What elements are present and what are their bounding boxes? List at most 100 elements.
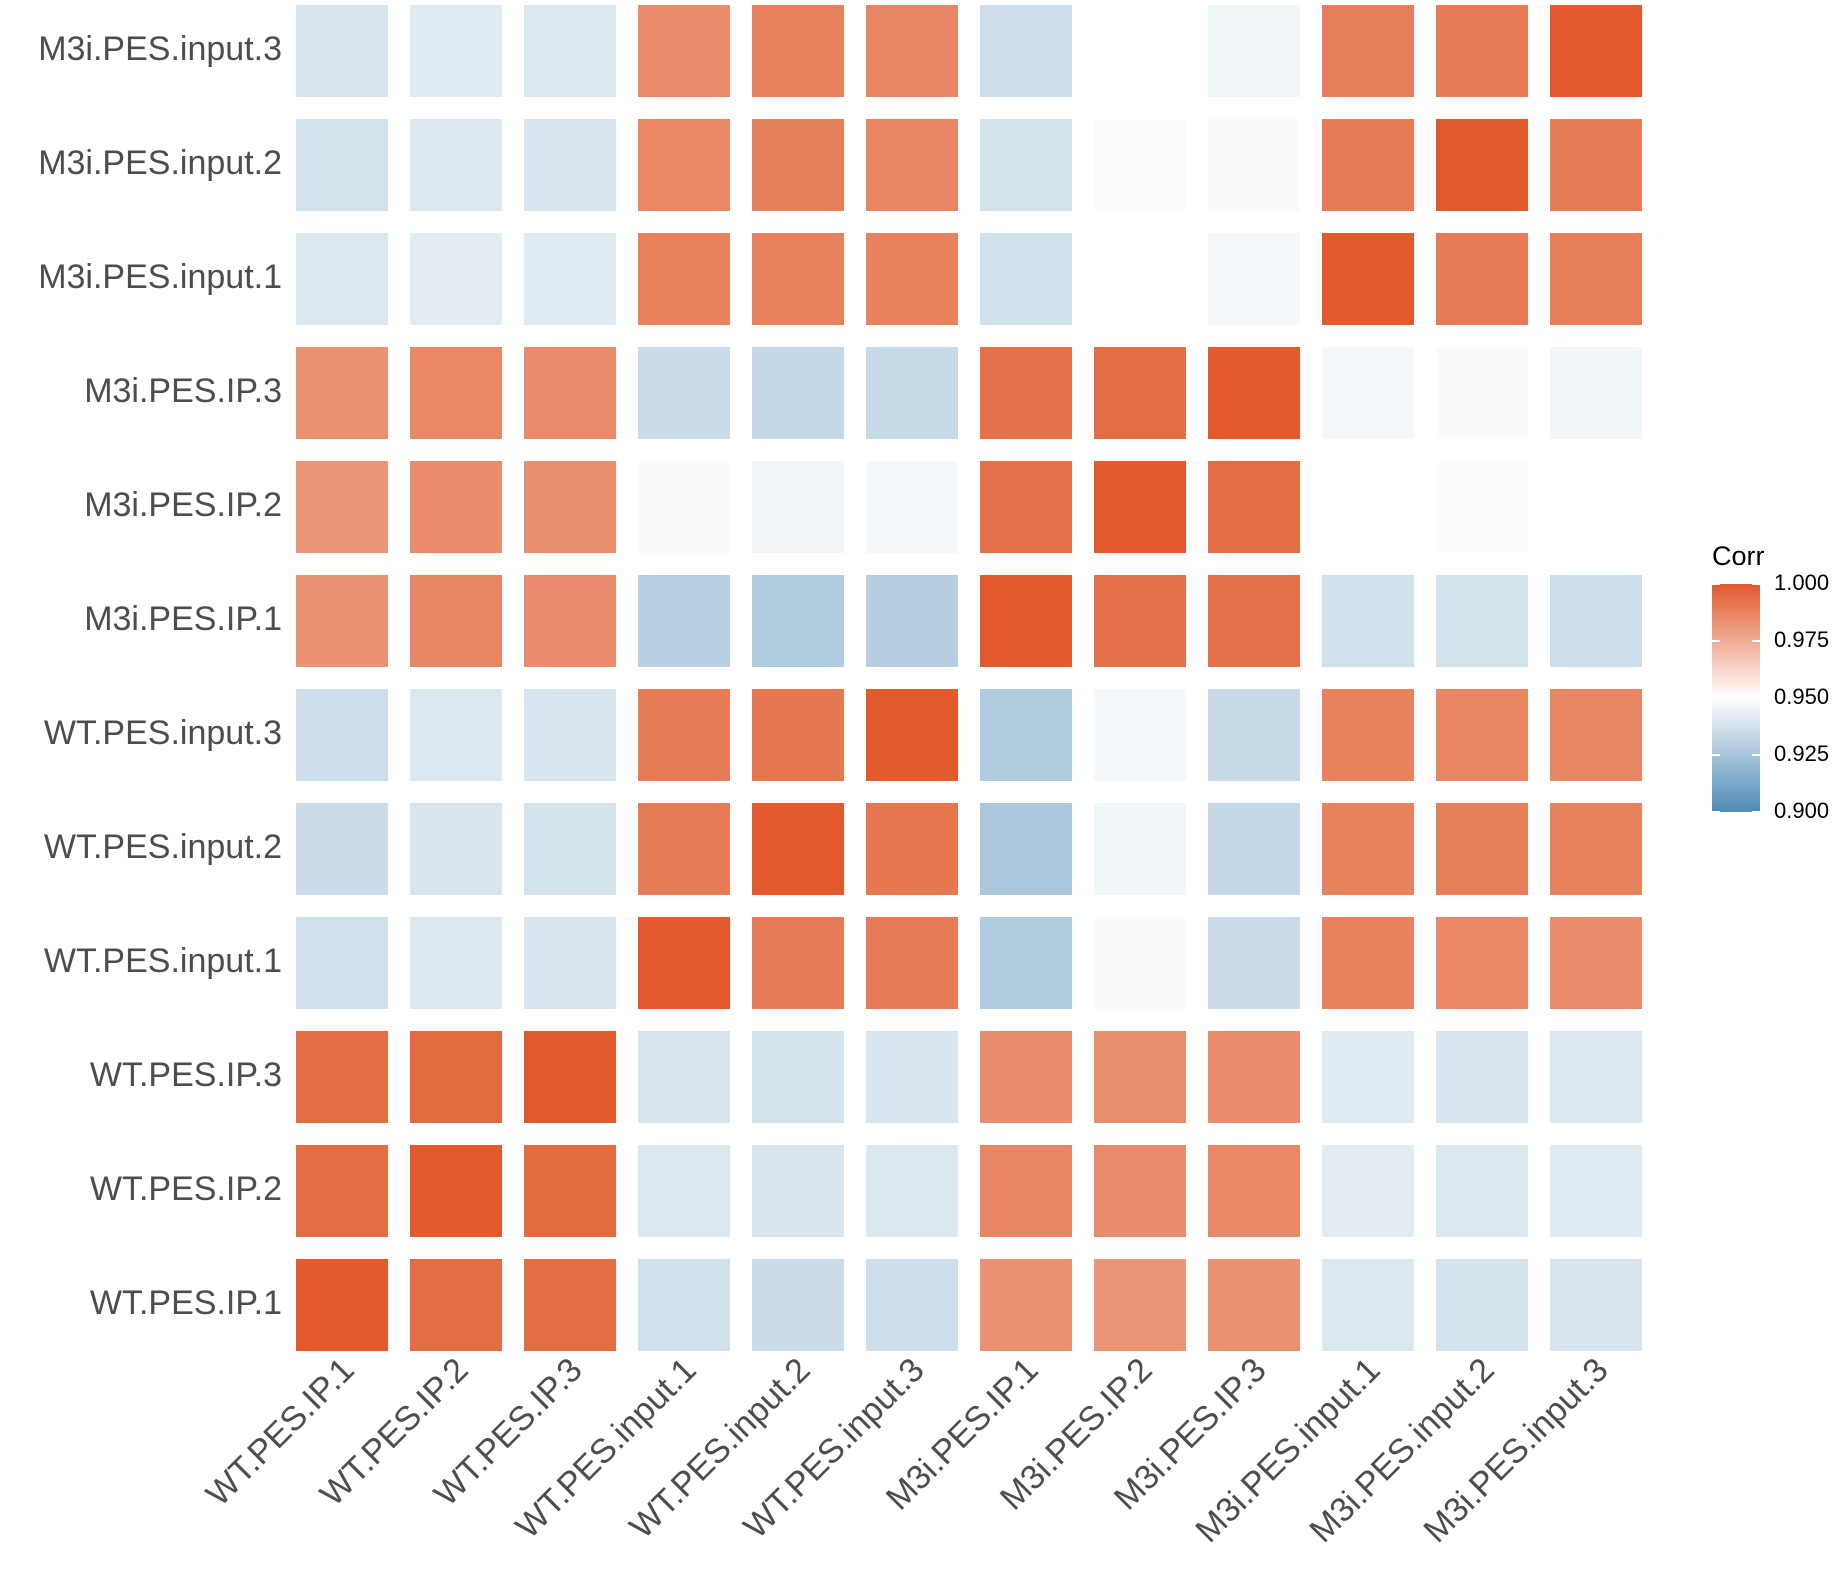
heatmap-cell (296, 119, 388, 211)
heatmap-cell (1322, 689, 1414, 781)
heatmap-cell (1550, 1031, 1642, 1123)
heatmap-cell (752, 461, 844, 553)
heatmap-cell (866, 917, 958, 1009)
legend: Corr 1.000 0.975 0.950 0.925 0.900 (1712, 541, 1829, 823)
heatmap-cell (980, 575, 1072, 667)
heatmap-cell (296, 5, 388, 97)
heatmap-cell (1322, 1259, 1414, 1351)
y-tick-label: WT.PES.IP.3 (90, 1056, 282, 1094)
heatmap-cells (296, 5, 1642, 1351)
heatmap-cell (410, 1145, 502, 1237)
legend-tick-label: 0.950 (1774, 684, 1829, 709)
heatmap-cell (1550, 1259, 1642, 1351)
heatmap-cell (866, 461, 958, 553)
heatmap-cell (1322, 5, 1414, 97)
heatmap-cell (980, 5, 1072, 97)
heatmap-cell (1208, 1145, 1300, 1237)
heatmap-cell (1436, 119, 1528, 211)
heatmap-cell (638, 1031, 730, 1123)
y-tick-label: WT.PES.input.2 (44, 828, 282, 866)
heatmap-cell (410, 461, 502, 553)
heatmap-cell (866, 5, 958, 97)
heatmap-cell (296, 347, 388, 439)
heatmap-cell (1094, 119, 1186, 211)
heatmap-cell (410, 689, 502, 781)
heatmap-cell (866, 347, 958, 439)
heatmap-cell (296, 1259, 388, 1351)
heatmap-cell (1208, 1031, 1300, 1123)
heatmap-cell (524, 347, 616, 439)
heatmap-cell (1322, 461, 1414, 553)
heatmap-cell (524, 689, 616, 781)
heatmap-cell (410, 575, 502, 667)
heatmap-cell (1550, 803, 1642, 895)
heatmap-cell (1322, 575, 1414, 667)
heatmap-cell (638, 5, 730, 97)
heatmap-cell (1550, 5, 1642, 97)
heatmap-cell (410, 1031, 502, 1123)
heatmap-cell (980, 917, 1072, 1009)
heatmap-cell (410, 233, 502, 325)
heatmap-cell (980, 1031, 1072, 1123)
heatmap-cell (1550, 347, 1642, 439)
heatmap-cell (1208, 917, 1300, 1009)
heatmap-cell (1094, 1259, 1186, 1351)
y-tick-label: WT.PES.input.3 (44, 714, 282, 752)
heatmap-cell (638, 1259, 730, 1351)
heatmap-cell (1322, 119, 1414, 211)
y-tick-label: M3i.PES.IP.2 (84, 486, 282, 524)
heatmap-cell (866, 575, 958, 667)
heatmap-cell (866, 803, 958, 895)
heatmap-cell (752, 575, 844, 667)
heatmap-cell (296, 1145, 388, 1237)
y-tick-label: WT.PES.IP.1 (90, 1284, 282, 1322)
heatmap-cell (1322, 1145, 1414, 1237)
heatmap-cell (1436, 1259, 1528, 1351)
heatmap-cell (752, 5, 844, 97)
heatmap-cell (296, 917, 388, 1009)
heatmap-cell (410, 1259, 502, 1351)
heatmap-cell (524, 1259, 616, 1351)
heatmap-cell (1436, 575, 1528, 667)
heatmap-cell (1094, 1145, 1186, 1237)
heatmap-cell (1436, 803, 1528, 895)
legend-tick-label: 0.900 (1774, 798, 1829, 823)
heatmap-cell (296, 461, 388, 553)
heatmap-cell (1550, 689, 1642, 781)
heatmap-cell (752, 233, 844, 325)
heatmap-cell (638, 689, 730, 781)
heatmap-cell (1550, 917, 1642, 1009)
heatmap-cell (1094, 917, 1186, 1009)
heatmap-cell (1208, 347, 1300, 439)
heatmap-cell (1208, 5, 1300, 97)
y-axis-labels: WT.PES.IP.1 WT.PES.IP.2 WT.PES.IP.3 WT.PES.… (38, 30, 282, 1322)
heatmap-cell (1322, 347, 1414, 439)
heatmap-cell (296, 803, 388, 895)
heatmap-cell (752, 1145, 844, 1237)
heatmap-cell (1322, 803, 1414, 895)
heatmap-cell (980, 689, 1072, 781)
heatmap-cell (638, 347, 730, 439)
heatmap-cell (1322, 233, 1414, 325)
heatmap-cell (296, 1031, 388, 1123)
heatmap-cell (524, 119, 616, 211)
heatmap-cell (1094, 347, 1186, 439)
heatmap-cell (1550, 1145, 1642, 1237)
heatmap-cell (1436, 461, 1528, 553)
legend-title: Corr (1712, 541, 1765, 571)
heatmap-cell (980, 1259, 1072, 1351)
y-tick-label: M3i.PES.input.2 (38, 144, 282, 182)
heatmap-cell (1094, 803, 1186, 895)
heatmap-cell (296, 233, 388, 325)
heatmap-cell (1436, 5, 1528, 97)
y-tick-label: M3i.PES.input.1 (38, 258, 282, 296)
heatmap-cell (752, 119, 844, 211)
heatmap-cell (1094, 575, 1186, 667)
heatmap-cell (410, 347, 502, 439)
heatmap-cell (410, 917, 502, 1009)
heatmap-cell (752, 347, 844, 439)
heatmap-cell (524, 233, 616, 325)
heatmap-cell (1094, 233, 1186, 325)
